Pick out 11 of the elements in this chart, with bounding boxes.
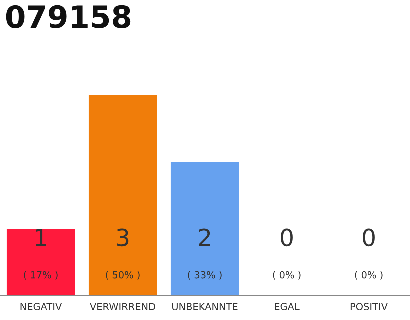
chart-title: 079158 bbox=[6, 5, 131, 28]
x-tick-label: EGAL bbox=[275, 303, 300, 310]
x-tick-label: POSITIV bbox=[350, 303, 388, 310]
data-label: 2 ( 33% ) bbox=[188, 228, 222, 280]
data-label: 3 ( 50% ) bbox=[106, 228, 140, 280]
data-label: 0 ( 0% ) bbox=[273, 228, 301, 280]
x-tick-label: UNBEKANNTE bbox=[172, 303, 238, 310]
data-label: 1 ( 17% ) bbox=[24, 229, 58, 280]
x-tick-label: NEGATIV bbox=[20, 303, 62, 310]
data-label: 0 ( 0% ) bbox=[355, 228, 383, 280]
x-tick-label: VERWIRREND bbox=[90, 303, 156, 310]
